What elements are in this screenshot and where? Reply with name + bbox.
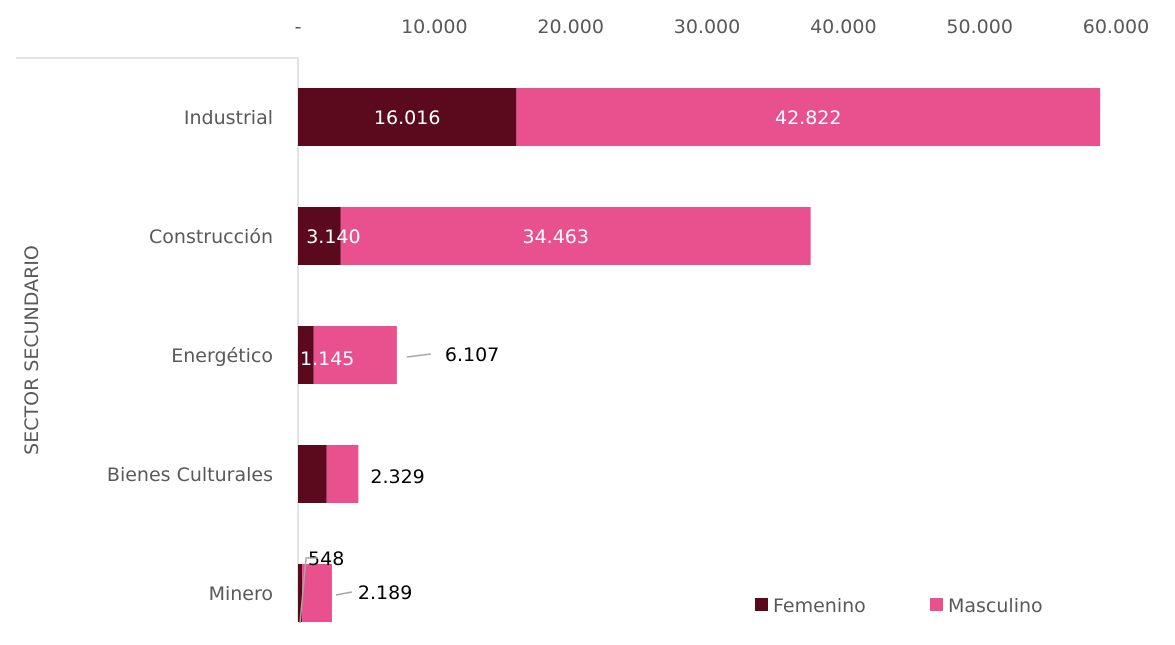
bar-femenino-energetico — [298, 326, 314, 384]
data-label: 6.107 — [445, 344, 499, 366]
category-label: Construcción — [149, 226, 273, 248]
category-label: Bienes Culturales — [107, 464, 273, 486]
leader-line — [406, 353, 431, 358]
bar-masculino-energetico — [313, 326, 397, 384]
data-label: 16.016 — [374, 107, 440, 129]
x-tick-label: 20.000 — [537, 16, 603, 38]
data-label: 3.140 — [306, 226, 360, 248]
leader-line — [299, 557, 319, 624]
legend-swatch-masculino — [930, 598, 943, 611]
bar-masculino-industrial — [516, 88, 1101, 146]
legend-label-femenino: Femenino — [773, 595, 866, 617]
data-label: 1.145 — [300, 348, 354, 370]
bars — [298, 88, 1101, 622]
data-label: 42.822 — [775, 107, 841, 129]
x-tick-label: - — [295, 16, 302, 38]
bar-masculino-construccion — [340, 207, 811, 265]
leader-line — [335, 591, 353, 596]
legend: Femenino Masculino — [755, 595, 1043, 617]
group-label: SECTOR SECUNDARIO — [21, 245, 43, 455]
x-tick-label: 50.000 — [946, 16, 1012, 38]
category-label: Energético — [171, 345, 273, 367]
bar-femenino-minero — [298, 564, 303, 622]
x-axis-tick-labels: - 10.000 20.000 30.000 40.000 50.000 60.000 — [295, 16, 1150, 38]
category-label: Industrial — [184, 107, 273, 129]
x-tick-label: 30.000 — [674, 16, 740, 38]
bar-femenino-construccion — [298, 207, 341, 265]
legend-label-masculino: Masculino — [948, 595, 1043, 617]
bar-femenino-industrial — [298, 88, 517, 146]
bar-masculino-minero — [302, 564, 332, 622]
leader-lines — [299, 353, 431, 624]
legend-swatch-femenino — [755, 598, 768, 611]
x-tick-label: 10.000 — [401, 16, 467, 38]
data-label: 2.189 — [358, 582, 412, 604]
data-label: 34.463 — [522, 226, 588, 248]
data-label: 2.329 — [370, 466, 424, 488]
x-tick-label: 60.000 — [1083, 16, 1149, 38]
bar-masculino-bienes-culturales — [326, 445, 359, 503]
category-label: Minero — [209, 583, 273, 605]
value-labels: 16.016 42.822 3.140 34.463 1.145 6.107 2.329 54… — [300, 107, 841, 604]
data-label: 548 — [308, 548, 344, 570]
category-labels: Industrial Construcción Energético Bienes C… — [107, 107, 273, 605]
x-tick-label: 40.000 — [810, 16, 876, 38]
bar-femenino-bienes-culturales — [298, 445, 327, 503]
